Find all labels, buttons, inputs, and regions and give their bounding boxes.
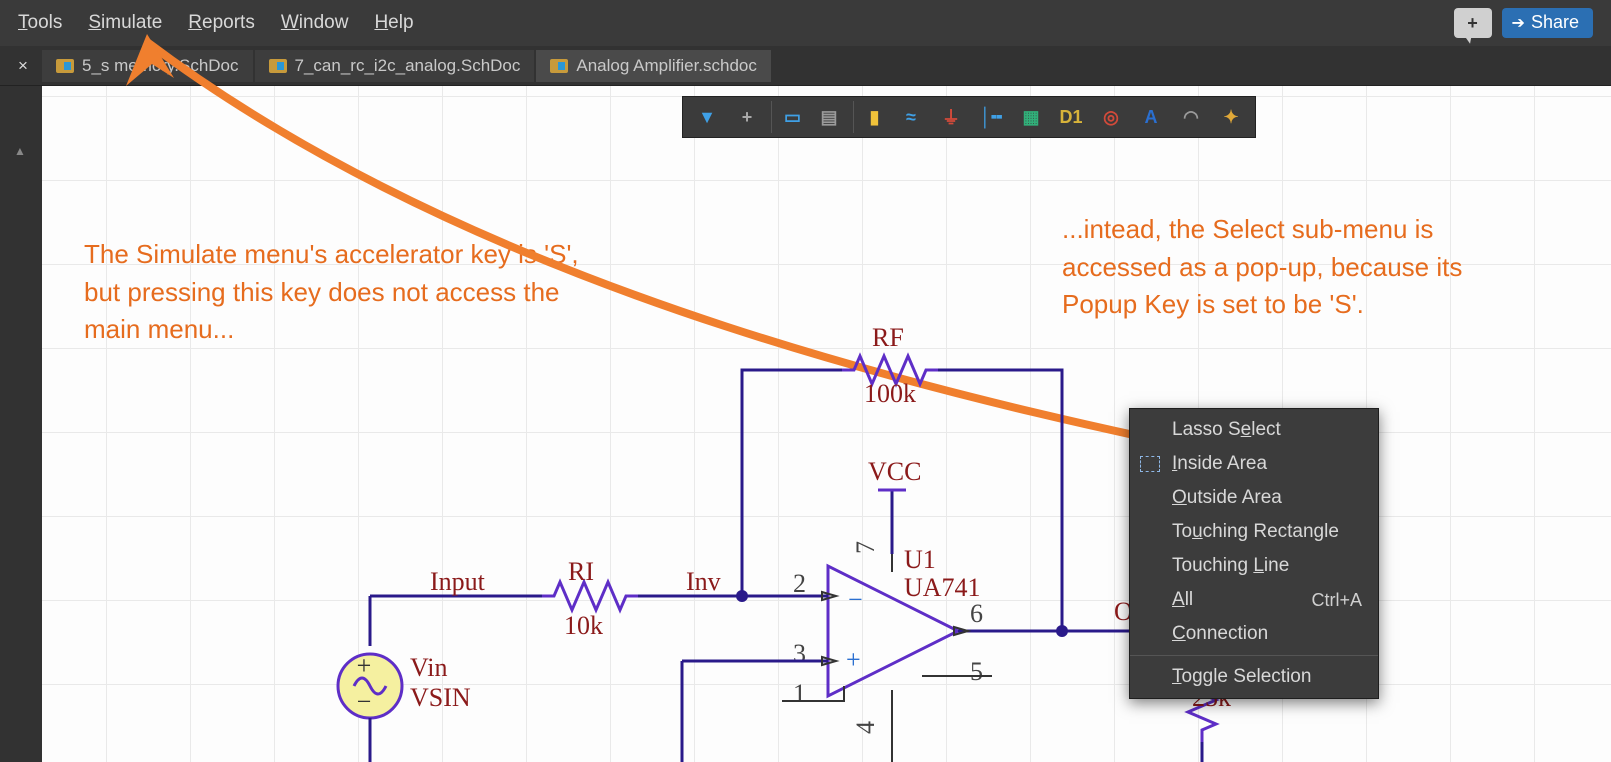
comment-button[interactable]: + — [1454, 8, 1492, 38]
tab-label: Analog Amplifier.schdoc — [576, 56, 757, 76]
popup-item-touching-rectangle[interactable]: Touching Rectangle — [1130, 515, 1378, 549]
menu-help[interactable]: Help — [374, 12, 413, 34]
probe-icon[interactable]: ◎ — [1093, 101, 1129, 133]
star-icon[interactable]: ✦ — [1213, 101, 1249, 133]
tabbar: × 5_s memory.SchDoc 7_can_rc_i2c_analog.… — [0, 46, 1611, 86]
menu-window[interactable]: Window — [281, 12, 349, 34]
annotation-right: ...intead, the Select sub-menu is access… — [1062, 211, 1492, 324]
component-icon[interactable]: ▮ — [853, 101, 889, 133]
schdoc-icon — [56, 59, 74, 73]
popup-item-outside-area[interactable]: Outside Area — [1130, 481, 1378, 515]
menubar: Tools Simulate Reports Window Help + ➔ Sh… — [0, 0, 1611, 46]
popup-item-all[interactable]: AllCtrl+A — [1130, 583, 1378, 617]
schematic-canvas[interactable]: ▼+▭▤▮≈⏚│╍▦D1◎A◠✦ The Simulate menu's acc… — [42, 86, 1611, 762]
wire-icon[interactable]: ≈ — [893, 101, 929, 133]
popup-item-connection[interactable]: Connection — [1130, 617, 1378, 656]
tab-close-button[interactable]: × — [6, 56, 40, 76]
tab-can[interactable]: 7_can_rc_i2c_analog.SchDoc — [255, 50, 535, 82]
popup-item-toggle-selection[interactable]: Toggle Selection — [1130, 660, 1378, 694]
tab-memory[interactable]: 5_s memory.SchDoc — [42, 50, 253, 82]
menu-simulate[interactable]: Simulate — [88, 12, 162, 34]
plus-icon: + — [1467, 13, 1478, 34]
popup-item-touching-line[interactable]: Touching Line — [1130, 549, 1378, 583]
select-rect-icon[interactable]: ▭ — [771, 101, 807, 133]
tab-analog-amplifier[interactable]: Analog Amplifier.schdoc — [536, 50, 771, 82]
schdoc-icon — [269, 59, 287, 73]
filter-icon[interactable]: ▼ — [689, 101, 725, 133]
share-button[interactable]: ➔ Share — [1502, 8, 1593, 38]
popup-item-lasso-select[interactable]: Lasso Select — [1130, 413, 1378, 447]
menubar-right: + ➔ Share — [1454, 8, 1593, 38]
tab-label: 7_can_rc_i2c_analog.SchDoc — [295, 56, 521, 76]
annotation-left: The Simulate menu's accelerator key is '… — [84, 236, 604, 349]
bus-icon[interactable]: │╍ — [973, 101, 1009, 133]
text-icon[interactable]: A — [1133, 101, 1169, 133]
menubar-left: Tools Simulate Reports Window Help — [18, 12, 414, 34]
expand-icon: ▲ — [14, 144, 26, 158]
schdoc-icon — [550, 59, 568, 73]
select-popup-menu: Lasso SelectInside AreaOutside AreaTouch… — [1129, 408, 1379, 699]
active-bar: ▼+▭▤▮≈⏚│╍▦D1◎A◠✦ — [682, 96, 1256, 138]
popup-item-inside-area[interactable]: Inside Area — [1130, 447, 1378, 481]
select-rect-icon — [1140, 456, 1160, 472]
menu-reports[interactable]: Reports — [188, 12, 255, 34]
menu-tools[interactable]: Tools — [18, 12, 62, 34]
tab-label: 5_s memory.SchDoc — [82, 56, 239, 76]
arc-icon[interactable]: ◠ — [1173, 101, 1209, 133]
plus-icon[interactable]: + — [729, 101, 765, 133]
sheet-icon[interactable]: ▦ — [1013, 101, 1049, 133]
designator-icon[interactable]: D1 — [1053, 101, 1089, 133]
share-arrow-icon: ➔ — [1512, 13, 1525, 33]
share-label: Share — [1531, 12, 1579, 33]
align-icon[interactable]: ▤ — [811, 101, 847, 133]
gnd-icon[interactable]: ⏚ — [933, 101, 969, 133]
sidebar-collapsed[interactable]: ▲ — [0, 86, 42, 762]
